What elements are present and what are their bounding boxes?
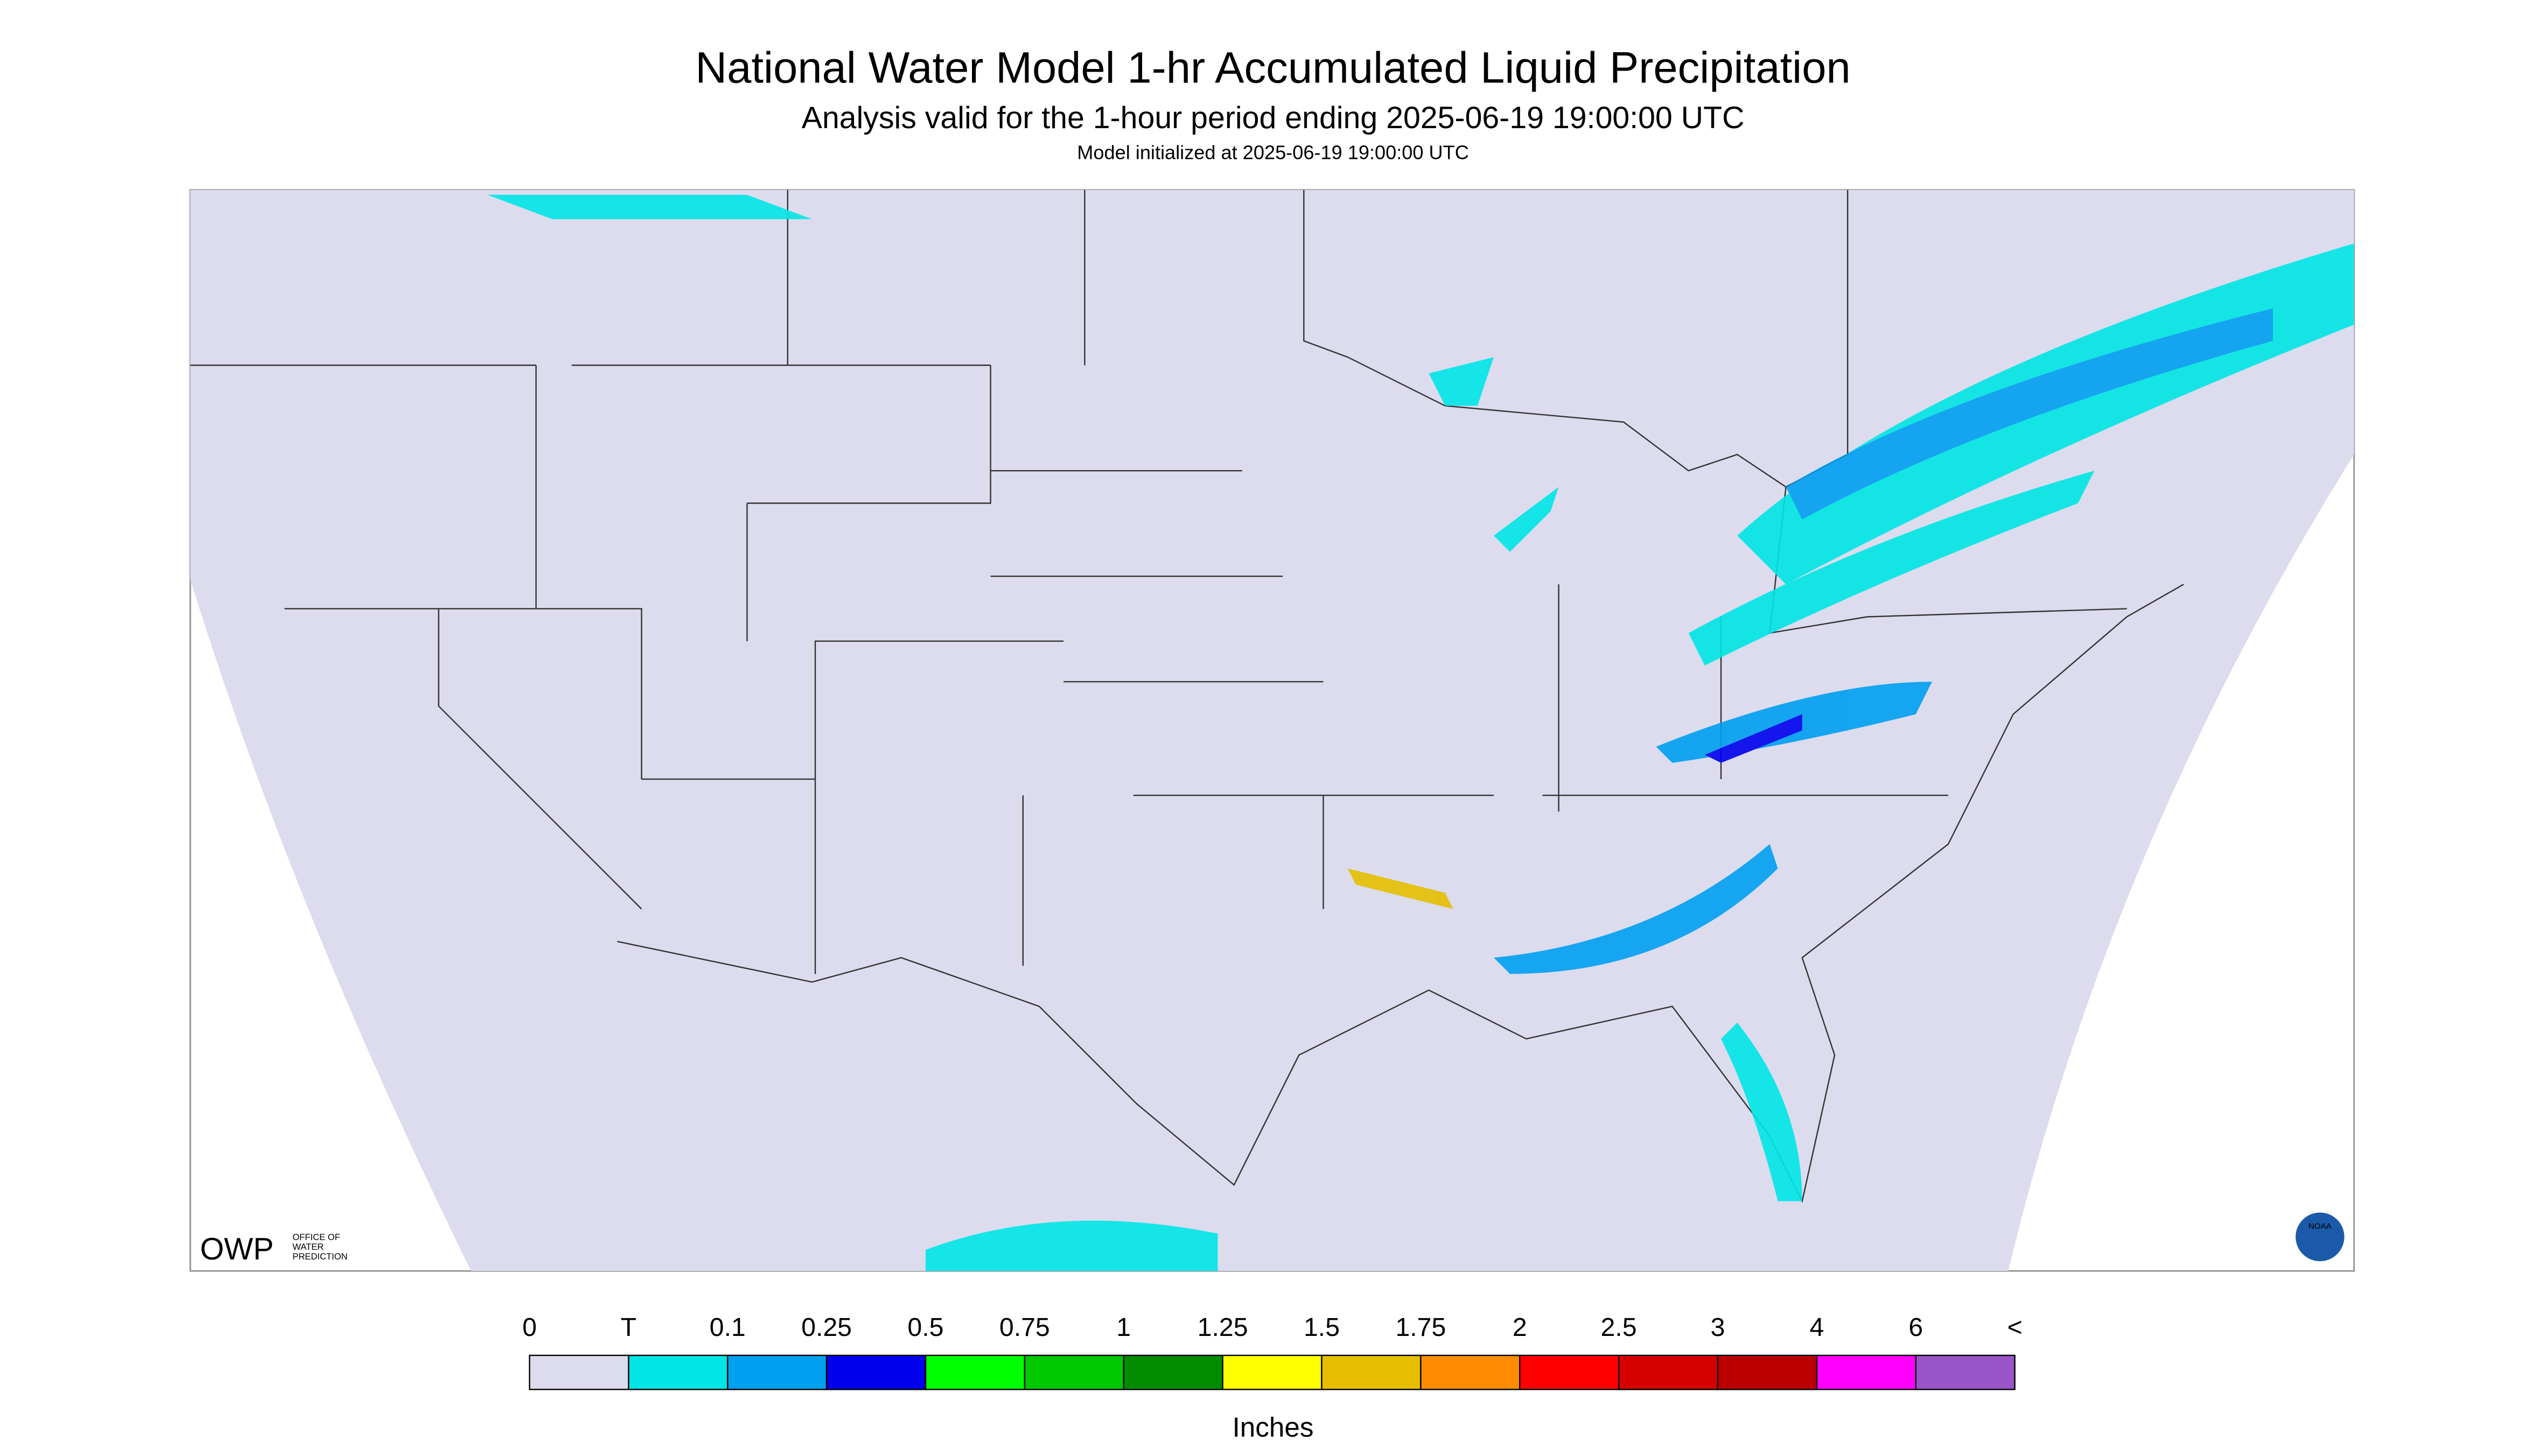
legend-label: 0.1 (710, 1313, 746, 1342)
legend-swatch (825, 1354, 927, 1390)
projection-domain (190, 190, 2354, 1271)
owp-name-line: OFFICE OF (292, 1232, 340, 1242)
noaa-text: NOAA (2308, 1222, 2332, 1231)
legend-swatch (1123, 1354, 1223, 1390)
legend-swatch (925, 1354, 1026, 1390)
legend-swatch (628, 1354, 729, 1390)
legend-swatch (726, 1354, 828, 1390)
init-note: Model initialized at 2025-06-19 19:00:00… (1077, 141, 1469, 163)
legend: 0 T 0.1 0.25 0.5 0.75 1 1.25 1.5 1.75 2 2.5 3 4 6 < (522, 1313, 2023, 1390)
legend-label: 4 (1809, 1313, 1824, 1342)
legend-label: T (621, 1313, 636, 1342)
legend-swatch (1420, 1354, 1521, 1390)
legend-label: 2 (1513, 1313, 1527, 1342)
title: National Water Model 1-hr Accumulated Li… (695, 44, 1850, 93)
noaa-logo (2296, 1212, 2345, 1262)
legend-swatch (1915, 1354, 2016, 1390)
legend-swatch (529, 1354, 629, 1390)
legend-swatch (1222, 1354, 1323, 1390)
legend-label: 3 (1711, 1313, 1725, 1342)
legend-swatch (1321, 1354, 1422, 1390)
legend-swatch (1618, 1354, 1719, 1390)
map-area: OWP OFFICE OF WATER PREDICTION NOAA (189, 189, 2355, 1272)
legend-swatch (1717, 1354, 1818, 1390)
legend-label: 1.5 (1304, 1313, 1340, 1342)
legend-unit: Inches (1233, 1412, 1314, 1443)
legend-swatch (1519, 1354, 1620, 1390)
legend-label: 0.25 (801, 1313, 852, 1342)
legend-label: 0 (522, 1313, 537, 1342)
owp-logo: OWP (200, 1232, 274, 1266)
legend-label: 0.5 (907, 1313, 943, 1342)
precipitation (487, 194, 2354, 1271)
legend-label: 1 (1116, 1313, 1131, 1342)
subtitle: Analysis valid for the 1-hour period end… (802, 101, 1745, 135)
legend-label: 0.75 (999, 1313, 1050, 1342)
owp-name-line: WATER (292, 1242, 324, 1252)
legend-label: < (2007, 1313, 2023, 1342)
legend-label: 6 (1908, 1313, 1923, 1342)
legend-label: 1.25 (1198, 1313, 1248, 1342)
legend-label: 1.75 (1395, 1313, 1446, 1342)
owp-name-line: PREDICTION (292, 1251, 347, 1262)
legend-label: 2.5 (1601, 1313, 1637, 1342)
legend-swatch (1024, 1354, 1124, 1390)
boundaries (190, 190, 2184, 1203)
legend-swatch (1816, 1354, 1917, 1390)
owp-name: OFFICE OF WATER PREDICTION (292, 1232, 347, 1262)
